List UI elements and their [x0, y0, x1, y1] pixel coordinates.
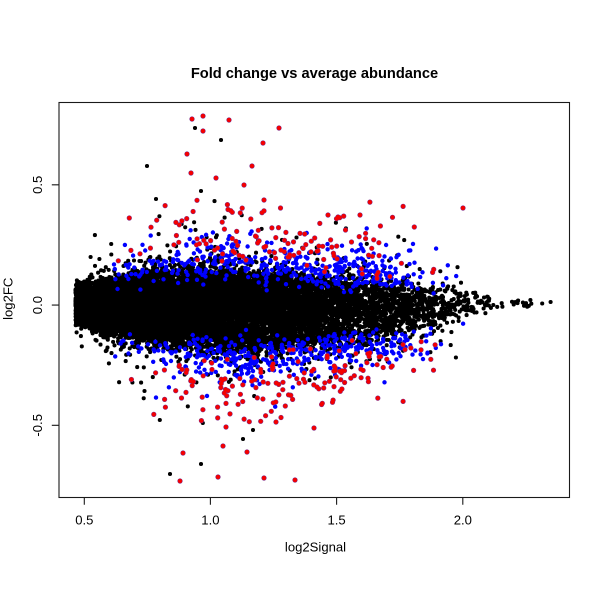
svg-text:2.0: 2.0	[454, 513, 472, 528]
svg-text:log2Signal: log2Signal	[285, 539, 346, 554]
svg-text:0.0: 0.0	[30, 296, 45, 314]
svg-text:-0.5: -0.5	[30, 414, 45, 437]
svg-text:0.5: 0.5	[75, 513, 93, 528]
svg-text:1.5: 1.5	[327, 513, 345, 528]
svg-text:Fold change vs average abundan: Fold change vs average abundance	[191, 66, 438, 82]
svg-text:log2FC: log2FC	[1, 278, 16, 320]
svg-text:0.5: 0.5	[30, 176, 45, 194]
svg-text:1.0: 1.0	[201, 513, 219, 528]
